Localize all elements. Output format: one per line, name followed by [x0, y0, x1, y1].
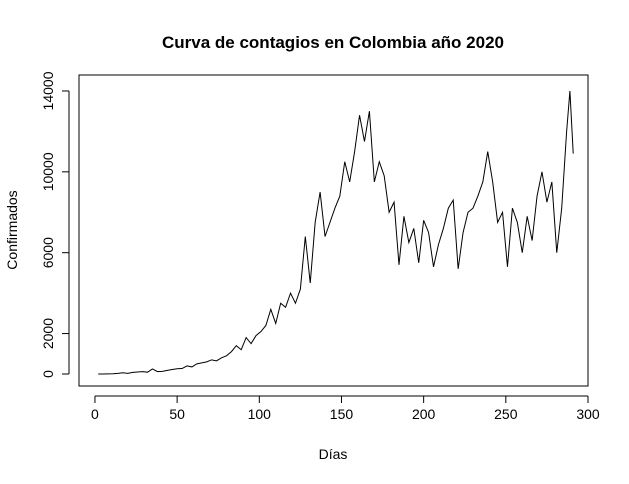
x-tick-label: 300	[576, 406, 600, 422]
y-tick-label: 6000	[40, 237, 56, 268]
y-tick-label: 14000	[40, 71, 56, 110]
y-tick-label: 10000	[40, 152, 56, 191]
x-tick-label: 100	[248, 406, 272, 422]
plot-box	[78, 74, 589, 387]
x-axis-label: Días	[319, 446, 348, 462]
x-tick-label: 0	[91, 406, 99, 422]
x-tick-label: 250	[494, 406, 518, 422]
chart-title: Curva de contagios en Colombia año 2020	[162, 33, 504, 52]
line	[98, 90, 574, 375]
x-tick-label: 50	[169, 406, 185, 422]
x-tick-label: 200	[412, 406, 436, 422]
x-tick-label: 150	[330, 406, 354, 422]
y-tick-label: 0	[40, 370, 56, 378]
y-tick-label: 2000	[40, 318, 56, 349]
y-axis-label: Confirmados	[4, 190, 20, 269]
